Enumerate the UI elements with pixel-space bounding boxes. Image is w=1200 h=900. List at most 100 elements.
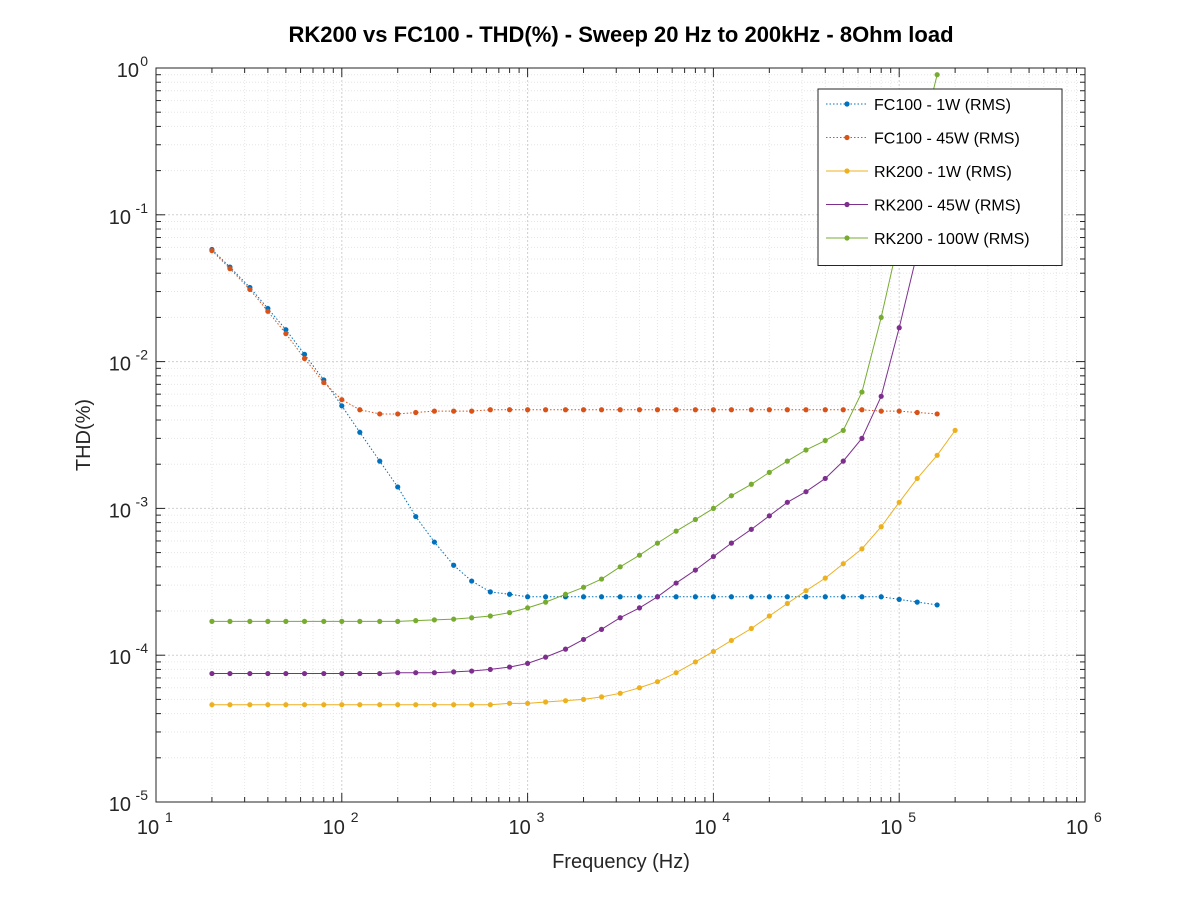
data-point <box>878 393 884 399</box>
data-point <box>859 594 865 600</box>
data-point <box>395 484 401 490</box>
data-point <box>525 700 531 706</box>
data-point <box>265 308 271 314</box>
data-point <box>728 540 735 546</box>
data-point <box>321 379 327 386</box>
data-point <box>301 351 308 357</box>
data-point <box>654 679 661 685</box>
data-point <box>357 429 363 435</box>
data-point <box>283 702 289 708</box>
data-point <box>301 618 308 624</box>
series-line <box>211 74 938 622</box>
y-tick-label: 10 <box>109 794 131 816</box>
data-point <box>748 481 754 487</box>
data-point <box>469 578 475 584</box>
data-point <box>413 702 419 708</box>
data-point <box>636 685 643 691</box>
data-point <box>748 526 754 532</box>
series-3 <box>209 427 958 708</box>
x-tick-label-exponent: 4 <box>722 809 730 825</box>
data-point <box>395 702 401 708</box>
y-axis-label: THD(%) <box>73 399 95 471</box>
x-tick-label: 10 <box>508 817 530 839</box>
data-point <box>598 407 605 413</box>
data-point <box>952 427 958 433</box>
y-tick-label-exponent: -2 <box>136 347 149 363</box>
data-point <box>209 618 215 624</box>
data-point <box>377 458 383 464</box>
data-point <box>543 407 549 413</box>
data-point <box>580 584 587 590</box>
data-point <box>728 594 735 600</box>
data-point <box>431 670 437 676</box>
data-point <box>357 407 363 413</box>
data-point <box>543 699 549 705</box>
series-5 <box>209 72 940 624</box>
data-point <box>580 594 587 600</box>
data-point <box>878 408 884 414</box>
series-line <box>211 250 938 415</box>
data-point <box>766 513 772 519</box>
data-point <box>580 636 587 643</box>
data-point <box>339 702 345 708</box>
data-point <box>710 594 717 600</box>
data-point <box>784 458 790 464</box>
data-point <box>710 553 717 560</box>
data-point <box>562 591 569 597</box>
data-point <box>543 594 549 600</box>
data-point <box>654 594 661 600</box>
series-layer <box>209 72 958 708</box>
data-point <box>247 670 253 677</box>
data-point <box>840 427 846 433</box>
data-point <box>377 702 383 708</box>
data-point <box>357 702 363 708</box>
data-point <box>506 700 513 706</box>
data-point <box>227 618 233 624</box>
data-point <box>859 407 865 413</box>
x-tick-label-exponent: 1 <box>165 809 173 825</box>
legend-item: RK200 - 45W (RMS) <box>826 198 1021 215</box>
data-point <box>227 702 233 708</box>
data-point <box>598 576 605 582</box>
data-point <box>896 596 902 602</box>
data-point <box>617 407 623 413</box>
data-point <box>673 407 679 413</box>
data-point <box>395 411 401 417</box>
data-point <box>469 615 475 621</box>
data-point <box>321 618 327 624</box>
data-point <box>506 591 513 597</box>
data-point <box>339 670 345 677</box>
data-point <box>878 594 884 600</box>
data-point <box>803 407 809 413</box>
data-point <box>692 659 698 665</box>
x-axis-label: Frequency (Hz) <box>552 851 690 873</box>
data-point <box>692 594 698 600</box>
legend-label: RK200 - 1W (RMS) <box>874 164 1012 181</box>
data-point <box>840 594 846 600</box>
data-point <box>728 493 735 499</box>
data-point <box>227 670 233 677</box>
x-tick-label: 10 <box>137 817 159 839</box>
x-tick-label: 10 <box>694 817 716 839</box>
data-point <box>451 616 457 622</box>
data-point <box>914 475 920 482</box>
data-point <box>673 528 679 534</box>
data-point <box>247 618 253 624</box>
data-point <box>896 499 902 505</box>
data-point <box>377 618 383 624</box>
data-point <box>803 489 809 495</box>
data-point <box>840 407 846 413</box>
data-point <box>339 397 345 403</box>
data-point <box>896 408 902 414</box>
chart-title: RK200 vs FC100 - THD(%) - Sweep 20 Hz to… <box>288 22 953 47</box>
data-point <box>209 702 215 708</box>
legend-box <box>817 88 1063 266</box>
data-point <box>934 452 940 458</box>
data-point <box>321 670 327 677</box>
legend-label: FC100 - 1W (RMS) <box>874 97 1011 114</box>
data-point <box>525 594 531 600</box>
legend-item: RK200 - 1W (RMS) <box>826 164 1012 181</box>
data-point <box>543 654 549 660</box>
data-point <box>692 516 698 523</box>
legend-marker <box>844 101 850 107</box>
